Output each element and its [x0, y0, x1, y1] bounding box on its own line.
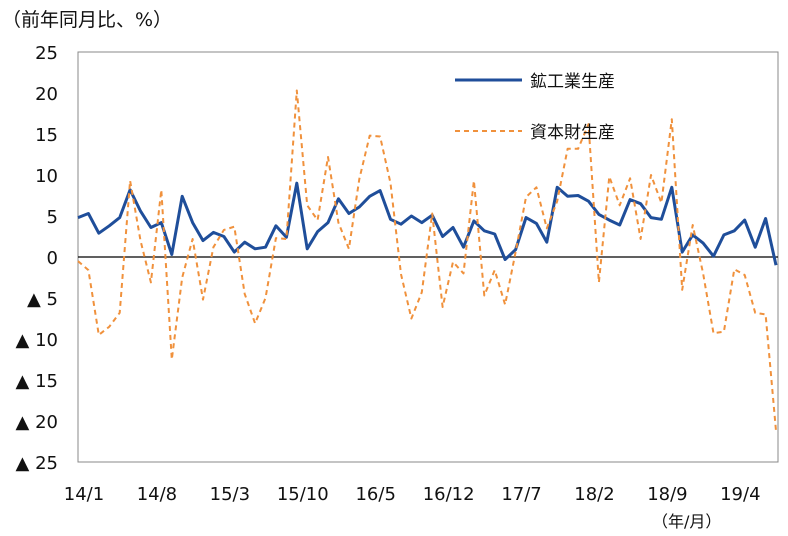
series-layer [77, 89, 778, 431]
x-tick-labels: 14/1 14/8 15/3 15/10 16/5 16/12 17/7 18/2 18/9 19… [64, 484, 761, 505]
y-tick-label: 20 [35, 84, 58, 105]
legend-label-capital-goods: 資本財生産 [530, 123, 615, 143]
x-tick-label: 18/9 [647, 484, 687, 505]
y-tick-label: ▲ 15 [16, 371, 58, 392]
y-tick-labels: 25 20 15 10 5 0 ▲ 5 ▲ 10 ▲ 15 ▲ 20 ▲ 25 [16, 43, 58, 474]
y-tick-label: ▲ 5 [27, 289, 58, 310]
legend: 鉱工業生産 資本財生産 [455, 72, 615, 143]
y-tick-label: ▲ 20 [16, 412, 58, 433]
series-line-mining-production [77, 181, 778, 266]
y-tick-label: ▲ 25 [16, 453, 58, 474]
legend-label-mining-production: 鉱工業生産 [530, 72, 615, 92]
x-tick-label: 18/2 [574, 484, 614, 505]
y-tick-label: 25 [35, 43, 58, 64]
x-tick-label: 19/4 [720, 484, 760, 505]
x-tick-label: 16/12 [423, 484, 475, 505]
x-unit-label: （年/月） [652, 512, 721, 531]
y-tick-label: 5 [47, 207, 58, 228]
y-unit-label: （前年同月比、%） [2, 9, 172, 31]
series-line-capital-goods [77, 89, 777, 431]
x-tick-label: 16/5 [355, 484, 395, 505]
x-tick-label: 17/7 [501, 484, 541, 505]
y-tick-label: 15 [35, 125, 58, 146]
x-tick-label: 14/8 [137, 484, 177, 505]
x-tick-label: 15/3 [210, 484, 250, 505]
x-tick-label: 14/1 [64, 484, 104, 505]
y-tick-label: 0 [47, 248, 58, 269]
y-tick-label: 10 [35, 166, 58, 187]
x-tick-label: 15/10 [277, 484, 329, 505]
y-tick-label: ▲ 10 [16, 330, 58, 351]
